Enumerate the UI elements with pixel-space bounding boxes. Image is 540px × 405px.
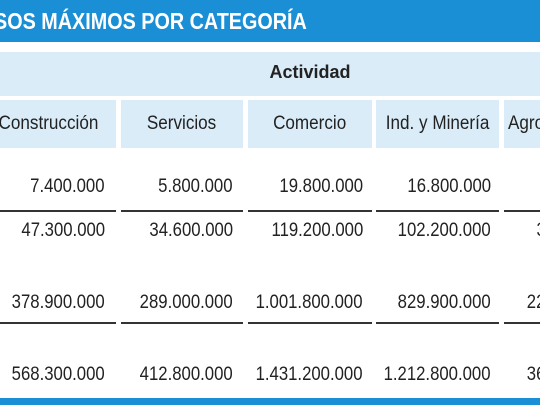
row-divider [248, 322, 372, 324]
cell: 228 [527, 292, 540, 313]
cell: 829.900.000 [398, 292, 491, 313]
row-divider [248, 210, 372, 212]
cell: 1.001.800.000 [256, 292, 363, 313]
cell: 34.600.000 [149, 220, 233, 241]
cell: 16.800.000 [407, 176, 491, 197]
cell: 7.400.000 [30, 176, 105, 197]
column-header-text: Servicios [147, 113, 217, 134]
column-header-text: Comercio [273, 113, 347, 134]
column-header: Ind. y Minería [376, 100, 499, 148]
row-divider [504, 210, 540, 212]
cell: 19.800.000 [279, 176, 363, 197]
group-header: Actividad [269, 62, 351, 82]
cell: 289.000.000 [140, 292, 233, 313]
cell: 102.200.000 [398, 220, 491, 241]
bottom-bar [0, 398, 540, 405]
column-header-text: Agro [508, 113, 540, 134]
cell: 47.300.000 [21, 220, 105, 241]
row-divider [121, 210, 243, 212]
cell: 5.800.000 [158, 176, 233, 197]
cell: 119.200.000 [271, 220, 363, 241]
column-header: Agro [504, 100, 540, 148]
row-divider [121, 322, 243, 324]
row-divider [504, 322, 540, 324]
row-divider [376, 322, 499, 324]
cell: 378.900.000 [12, 292, 105, 313]
row-divider [0, 210, 116, 212]
column-header-text: Ind. y Minería [385, 113, 490, 134]
row-divider [0, 322, 116, 324]
cell: 30 [536, 220, 540, 242]
cell: 412.800.000 [140, 364, 233, 385]
column-header: Construcción [0, 100, 116, 148]
cell: 568.300.000 [12, 364, 105, 385]
column-header: Servicios [121, 100, 243, 148]
row-divider [376, 210, 499, 212]
group-band [0, 52, 540, 96]
title-bar [0, 0, 540, 42]
title: SOS MÁXIMOS POR CATEGORÍA [0, 8, 307, 34]
column-header-text: Construcción [0, 113, 98, 134]
column-header: Comercio [248, 100, 372, 148]
cell: 1.431.200.000 [256, 364, 363, 385]
cell: 363 [527, 364, 540, 385]
cell: 1.212.800.000 [384, 364, 491, 385]
